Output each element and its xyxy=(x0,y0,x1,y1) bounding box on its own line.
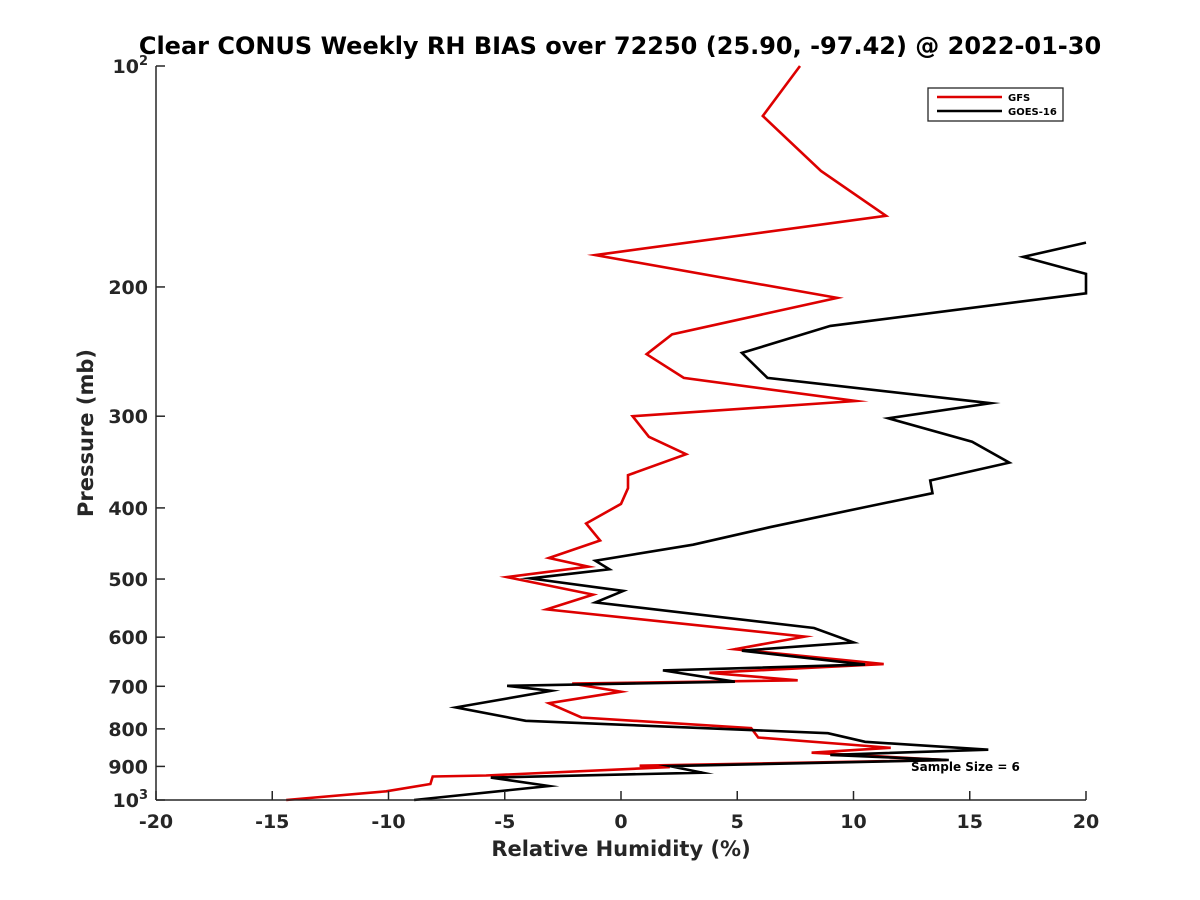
x-tick-label: -15 xyxy=(255,811,289,833)
x-tick-label: -10 xyxy=(371,811,405,833)
y-tick-label: 400 xyxy=(108,498,148,520)
x-tick-label: -20 xyxy=(139,811,173,833)
y-tick-label: 700 xyxy=(108,676,148,698)
chart-title: Clear CONUS Weekly RH BIAS over 72250 (2… xyxy=(139,32,1101,60)
y-tick-label: 300 xyxy=(108,406,148,428)
x-tick-label: 0 xyxy=(614,811,627,833)
y-tick-label: 600 xyxy=(108,627,148,649)
y-tick-label: 102 xyxy=(113,54,149,78)
x-tick-label: 15 xyxy=(957,811,983,833)
x-tick-label: 5 xyxy=(731,811,744,833)
y-tick-label: 800 xyxy=(108,719,148,741)
x-tick-label: 20 xyxy=(1073,811,1099,833)
axes: -20 -15 -10 -5 0 5 10 15 20 102 200 300 400 500 600 700… xyxy=(108,54,1099,833)
x-axis-label: Relative Humidity (%) xyxy=(491,837,750,861)
series-line-gfs xyxy=(286,65,947,802)
y-tick-label: 500 xyxy=(108,569,148,591)
legend: GFS GOES-16 xyxy=(927,87,1064,122)
y-tick-label: 200 xyxy=(108,277,148,299)
legend-label-goes-16: GOES-16 xyxy=(1008,107,1057,118)
sample-size-annotation: Sample Size = 6 xyxy=(911,760,1020,774)
y-tick-label: 900 xyxy=(108,756,148,778)
plot-area xyxy=(286,65,1088,802)
x-tick-label: 10 xyxy=(840,811,866,833)
y-tick-label: 103 xyxy=(113,788,149,812)
x-tick-label: -5 xyxy=(494,811,515,833)
legend-box xyxy=(927,87,1064,122)
y-axis-label: Pressure (mb) xyxy=(74,349,98,517)
series-line-goes-16 xyxy=(413,241,1088,802)
legend-label-gfs: GFS xyxy=(1008,93,1030,104)
